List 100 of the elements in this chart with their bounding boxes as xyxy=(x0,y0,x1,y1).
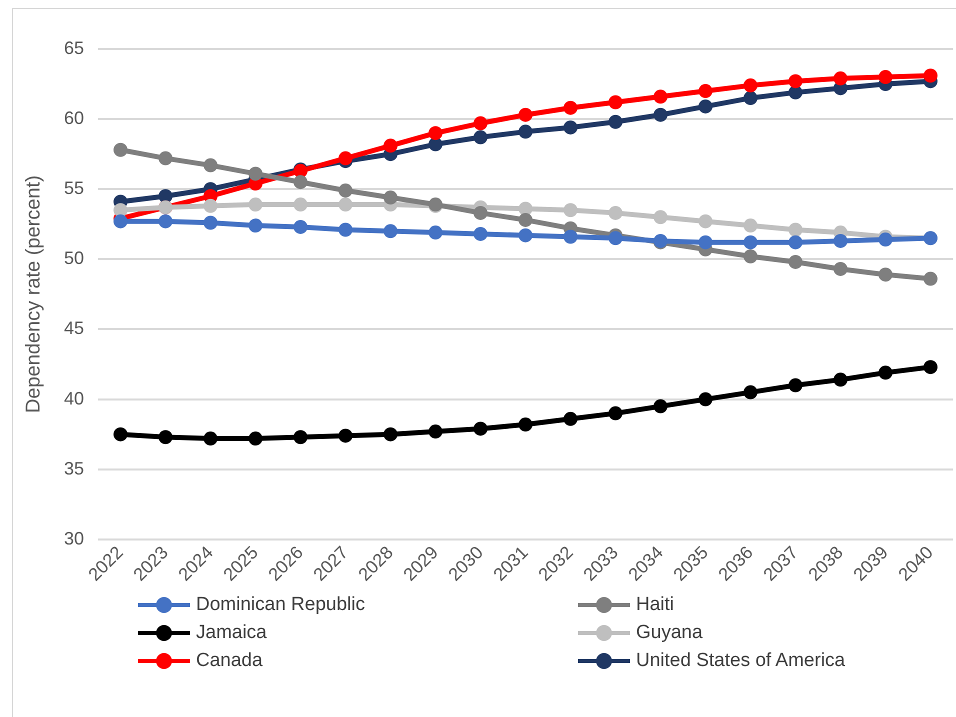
point xyxy=(834,234,848,248)
point xyxy=(744,91,758,106)
point xyxy=(338,222,353,237)
y-tick-label: 30 xyxy=(64,528,84,548)
point xyxy=(114,142,128,157)
point xyxy=(788,254,803,269)
point xyxy=(698,392,713,406)
point xyxy=(158,189,173,204)
legend-label: Jamaica xyxy=(196,622,267,644)
y-tick-label: 55 xyxy=(64,178,84,198)
point xyxy=(878,366,892,380)
point xyxy=(428,137,443,152)
point xyxy=(248,198,263,212)
point xyxy=(384,224,398,238)
y-tick-label: 65 xyxy=(64,38,84,58)
legend-label: United States of America xyxy=(636,650,846,672)
point xyxy=(608,206,623,220)
point xyxy=(474,116,488,130)
point xyxy=(788,235,803,250)
point xyxy=(924,68,938,83)
point xyxy=(338,151,353,166)
point xyxy=(428,226,443,240)
legend-label: Guyana xyxy=(636,622,703,644)
point xyxy=(788,74,803,88)
point xyxy=(204,198,218,213)
point xyxy=(744,385,758,400)
point xyxy=(384,138,398,153)
point xyxy=(608,114,623,129)
point xyxy=(788,85,803,100)
point xyxy=(924,360,938,374)
point xyxy=(698,235,713,250)
point xyxy=(338,184,353,198)
point xyxy=(788,378,803,392)
point xyxy=(384,190,398,205)
point xyxy=(518,228,533,242)
point xyxy=(428,126,443,140)
point xyxy=(564,203,578,218)
legend-label: Dominican Republic xyxy=(196,594,365,616)
point xyxy=(474,226,488,241)
point xyxy=(564,120,578,134)
point xyxy=(518,124,533,139)
legend-label: Canada xyxy=(196,650,263,672)
point xyxy=(204,216,218,230)
point xyxy=(698,214,713,228)
point xyxy=(654,399,668,414)
legend-label: Haiti xyxy=(636,594,674,616)
point xyxy=(608,95,623,110)
point xyxy=(474,206,488,220)
y-axis-title: Dependency rate (percent) xyxy=(22,175,45,414)
point xyxy=(428,424,443,439)
point xyxy=(114,203,128,218)
point xyxy=(384,427,398,442)
point xyxy=(744,218,758,233)
point xyxy=(564,412,578,426)
point xyxy=(878,268,892,282)
point xyxy=(564,230,578,244)
y-tick-label: 40 xyxy=(64,388,84,408)
point xyxy=(834,71,848,86)
point xyxy=(204,158,218,172)
point xyxy=(158,430,173,444)
y-tick-label: 35 xyxy=(64,458,84,478)
point xyxy=(158,151,173,166)
point xyxy=(474,130,488,144)
point xyxy=(204,432,218,446)
point xyxy=(248,218,263,233)
point xyxy=(518,418,533,432)
point xyxy=(834,372,848,387)
point xyxy=(294,220,308,234)
point xyxy=(878,70,892,84)
point xyxy=(114,427,128,442)
point xyxy=(744,78,758,92)
point xyxy=(518,108,533,122)
point xyxy=(878,232,892,247)
point xyxy=(474,422,488,436)
point xyxy=(248,432,263,446)
y-tick-label: 45 xyxy=(64,318,84,338)
point xyxy=(654,90,668,104)
point xyxy=(608,406,623,420)
point xyxy=(294,430,308,444)
point xyxy=(744,235,758,250)
y-tick-label: 50 xyxy=(64,248,84,268)
y-tick-label: 60 xyxy=(64,108,84,128)
point xyxy=(114,214,128,228)
point xyxy=(158,214,173,228)
point xyxy=(608,231,623,246)
point xyxy=(744,249,758,264)
point xyxy=(248,166,263,181)
point xyxy=(698,84,713,98)
point xyxy=(924,272,938,286)
point xyxy=(788,222,803,237)
point xyxy=(654,210,668,224)
point xyxy=(294,175,308,190)
point xyxy=(698,99,713,114)
point xyxy=(518,212,533,227)
point xyxy=(564,100,578,115)
point xyxy=(338,198,353,212)
point xyxy=(294,198,308,212)
point xyxy=(654,108,668,122)
point xyxy=(834,262,848,276)
point xyxy=(518,202,533,216)
